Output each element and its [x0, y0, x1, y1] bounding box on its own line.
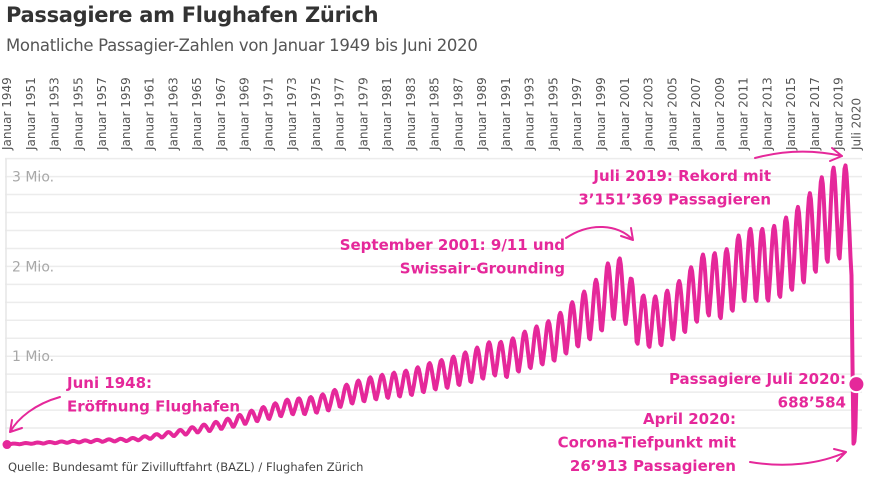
x-tick-label: Januar 1991	[499, 77, 513, 151]
x-tick-label: Januar 1981	[380, 77, 394, 151]
arrow-april-2020	[749, 448, 847, 466]
x-tick-label: Januar 2003	[642, 77, 656, 151]
passenger-line	[5, 163, 859, 447]
annotation-line: Eröffnung Flughafen	[67, 398, 240, 416]
x-tick-label: Januar 1993	[523, 77, 537, 151]
arrow-juli-2019	[754, 147, 843, 162]
chart-subtitle: Monatliche Passagier-Zahlen von Januar 1…	[6, 36, 478, 55]
annotation-line: Juli 2019: Rekord mit	[592, 167, 771, 185]
x-tick-label: Januar 1985	[428, 77, 442, 151]
end-point-marker	[847, 375, 866, 394]
annotation-sept-2001: September 2001: 9/11 und Swissair-Groundi…	[340, 236, 565, 278]
annotation-line: 688’584	[778, 394, 846, 412]
x-tick-label: Januar 1955	[71, 77, 85, 151]
annotation-line: Corona-Tiefpunkt mit	[558, 434, 736, 452]
x-tick-label: Januar 2009	[713, 77, 727, 151]
x-tick-label: Januar 2011	[737, 77, 751, 151]
x-tick-label: Januar 2007	[689, 77, 703, 151]
x-tick-label: Januar 1949	[0, 77, 14, 151]
annotation-opening: Juni 1948: Eröffnung Flughafen	[66, 374, 240, 416]
x-tick-label: Januar 1995	[546, 77, 560, 151]
x-tick-label: Januar 1961	[143, 77, 157, 151]
x-tick-label: Januar 1989	[475, 77, 489, 151]
x-tick-label: Januar 1973	[285, 77, 299, 151]
x-tick-label: Januar 1969	[238, 77, 252, 151]
x-tick-label: Januar 2001	[618, 77, 632, 151]
y-tick-label: 1 Mio.	[12, 349, 54, 365]
annotation-line: September 2001: 9/11 und	[340, 236, 565, 254]
x-tick-label: Januar 2005	[665, 77, 679, 151]
arrow-sept-2001	[565, 225, 634, 241]
x-tick-label: Januar 2017	[808, 77, 822, 151]
annotations: Juni 1948: Eröffnung Flughafen September 2…	[66, 167, 846, 475]
chart-title: Passagiere am Flughafen Zürich	[6, 3, 379, 27]
annotation-line: Juni 1948:	[66, 374, 152, 392]
x-tick-label: Januar 1965	[190, 77, 204, 151]
annotation-april-2020: April 2020: Corona-Tiefpunkt mit 26’913 Pa…	[558, 410, 736, 475]
start-point-marker	[2, 440, 12, 450]
x-tick-label: Januar 2015	[784, 77, 798, 151]
x-tick-label: Januar 1953	[48, 77, 62, 151]
x-tick-label: Januar 1957	[95, 77, 109, 151]
x-tick-label: Juli 2020	[849, 98, 863, 151]
x-tick-label: Januar 1963	[166, 77, 180, 151]
x-tick-label: Januar 1959	[119, 77, 133, 151]
x-tick-label: Januar 1979	[356, 77, 370, 151]
annotation-line: 3’151’369 Passagieren	[578, 191, 771, 209]
arrow-opening	[9, 396, 61, 433]
annotation-line: Passagiere Juli 2020:	[669, 370, 846, 388]
x-tick-label: Januar 1951	[24, 77, 38, 151]
x-tick-label: Januar 2013	[760, 77, 774, 151]
x-tick-label: Januar 1997	[570, 77, 584, 151]
annotation-record-2019: Juli 2019: Rekord mit 3’151’369 Passagier…	[578, 167, 771, 209]
y-tick-label: 2 Mio.	[12, 259, 54, 275]
x-tick-label: Januar 1977	[333, 77, 347, 151]
x-tick-label: Januar 1987	[451, 77, 465, 151]
x-tick-label: Januar 2019	[832, 77, 846, 151]
x-tick-label: Januar 1971	[261, 77, 275, 151]
x-tick-label: Januar 1999	[594, 77, 608, 151]
annotation-line: April 2020:	[643, 410, 736, 428]
annotation-line: Swissair-Grounding	[400, 260, 565, 278]
annotation-juli-2020: Passagiere Juli 2020: 688’584	[669, 370, 846, 412]
x-tick-label: Januar 1975	[309, 77, 323, 151]
source-note: Quelle: Bundesamt für Zivilluftfahrt (BA…	[8, 460, 363, 474]
y-tick-label: 3 Mio.	[12, 170, 54, 186]
annotation-arrows	[9, 147, 847, 466]
x-axis-ticks: Januar 1949 Januar 1951 Januar 1953 Januar …	[0, 77, 863, 151]
y-axis-ticks: 3 Mio. 2 Mio. 1 Mio.	[12, 170, 54, 366]
annotation-line: 26’913 Passagieren	[570, 457, 736, 475]
x-tick-label: Januar 1983	[404, 77, 418, 151]
x-tick-label: Januar 1967	[214, 77, 228, 151]
